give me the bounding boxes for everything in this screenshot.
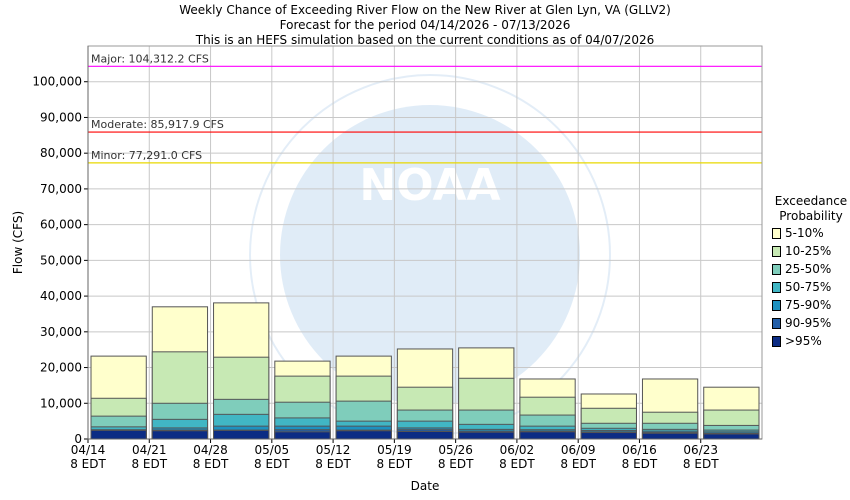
- x-tick-label-time: 8 EDT: [254, 457, 290, 471]
- bar--95--05-19: [396, 430, 454, 440]
- x-tick-label-date: 05/26: [438, 443, 473, 457]
- bar--95--04-14: [90, 429, 147, 440]
- legend-label: 5-10%: [785, 226, 824, 240]
- threshold-label: Major: 104,312.2 CFS: [91, 52, 209, 65]
- y-tick-label: 50,000: [40, 253, 82, 267]
- legend-item: 50-75%: [772, 278, 850, 296]
- y-tick-label: 80,000: [40, 146, 82, 160]
- x-tick-label-time: 8 EDT: [683, 457, 719, 471]
- legend-swatch: [772, 317, 781, 329]
- y-tick-label: 60,000: [40, 218, 82, 232]
- legend-swatch: [772, 281, 781, 293]
- legend-label: 75-90%: [785, 298, 832, 312]
- x-tick-label-time: 8 EDT: [70, 457, 106, 471]
- x-tick-label-date: 06/02: [500, 443, 535, 457]
- bar--95--05-12: [335, 430, 392, 440]
- threshold-label: Moderate: 85,917.9 CFS: [91, 118, 224, 131]
- legend-item: 5-10%: [772, 224, 850, 242]
- x-tick-label-time: 8 EDT: [377, 457, 413, 471]
- y-tick-label: 40,000: [40, 289, 82, 303]
- x-tick-label-time: 8 EDT: [560, 457, 596, 471]
- legend-item: 25-50%: [772, 260, 850, 278]
- bar--95--05-05: [274, 431, 331, 440]
- legend-label: 25-50%: [785, 262, 832, 276]
- x-tick-label-date: 06/16: [622, 443, 657, 457]
- x-tick-label-date: 05/19: [377, 443, 412, 457]
- y-tick-label: 0: [74, 432, 82, 446]
- noaa-watermark: NOAA: [249, 74, 611, 436]
- x-tick-label-time: 8 EDT: [499, 457, 535, 471]
- chart-title: Weekly Chance of Exceeding River Flow on…: [179, 3, 671, 17]
- x-tick-label-time: 8 EDT: [622, 457, 658, 471]
- legend-label: 10-25%: [785, 244, 832, 258]
- x-axis-label: Date: [411, 479, 440, 493]
- legend-item: 90-95%: [772, 314, 850, 332]
- legend: Exceedance Probability 5-10% 10-25% 25-50%…: [772, 194, 850, 350]
- y-tick-label: 100,000: [32, 75, 82, 89]
- x-tick-label-date: 04/21: [132, 443, 167, 457]
- bar--95--06-09: [580, 432, 637, 440]
- y-axis-label: Flow (CFS): [11, 211, 25, 274]
- chart-subtitle-simulation: This is an HEFS simulation based on the …: [195, 33, 655, 47]
- legend-swatch: [772, 245, 781, 257]
- x-tick-label-date: 06/09: [561, 443, 596, 457]
- legend-swatch: [772, 227, 781, 239]
- x-tick-label-date: 05/12: [316, 443, 351, 457]
- legend-item: 10-25%: [772, 242, 850, 260]
- x-tick-label-date: 04/14: [71, 443, 106, 457]
- legend-item: 75-90%: [772, 296, 850, 314]
- legend-label: 50-75%: [785, 280, 832, 294]
- legend-label: >95%: [785, 334, 822, 348]
- chart-subtitle-period: Forecast for the period 04/14/2026 - 07/…: [279, 18, 571, 32]
- legend-swatch: [772, 299, 781, 311]
- threshold-label: Minor: 77,291.0 CFS: [91, 149, 202, 162]
- x-tick-label-date: 05/05: [255, 443, 290, 457]
- x-tick-label-time: 8 EDT: [131, 457, 167, 471]
- y-tick-label: 10,000: [40, 396, 82, 410]
- x-tick-label-time: 8 EDT: [315, 457, 351, 471]
- x-tick-label-date: 04/28: [193, 443, 228, 457]
- bar--95--06-16: [641, 432, 699, 440]
- bar--95--05-26: [458, 431, 515, 440]
- y-tick-label: 20,000: [40, 361, 82, 375]
- legend-swatch: [772, 263, 781, 275]
- legend-swatch: [772, 335, 781, 347]
- x-tick-label-time: 8 EDT: [438, 457, 474, 471]
- x-tick-label-date: 06/23: [683, 443, 718, 457]
- bar--95--06-23: [703, 433, 760, 440]
- x-tick-label-time: 8 EDT: [193, 457, 229, 471]
- y-tick-label: 70,000: [40, 182, 82, 196]
- legend-title: Exceedance Probability: [774, 194, 848, 223]
- bar--95--06-02: [519, 431, 576, 440]
- bar--95--04-21: [151, 430, 209, 440]
- legend-item: >95%: [772, 332, 850, 350]
- legend-label: 90-95%: [785, 316, 832, 330]
- y-tick-label: 30,000: [40, 325, 82, 339]
- y-tick-label: 90,000: [40, 110, 82, 124]
- noaa-logo-text: NOAA: [359, 160, 500, 211]
- bar--95--04-28: [213, 429, 270, 440]
- noaa-logo-circle: [280, 105, 580, 405]
